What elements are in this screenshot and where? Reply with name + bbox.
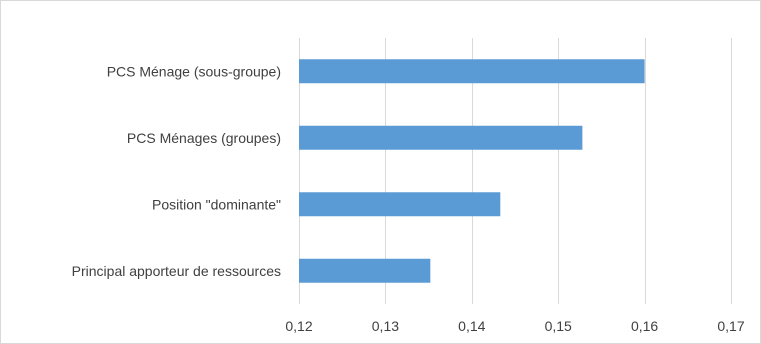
category-labels: PCS Ménage (sous-groupe) PCS Ménages (gro… xyxy=(72,63,281,279)
category-label: Principal apporteur de ressources xyxy=(72,263,281,279)
x-tick-label: 0,16 xyxy=(631,318,658,334)
bar xyxy=(299,192,501,217)
x-tick-label: 0,15 xyxy=(545,318,572,334)
bars xyxy=(299,59,645,283)
x-axis-tick-labels: 0,12 0,13 0,14 0,15 0,16 0,17 xyxy=(285,318,744,334)
bar xyxy=(299,59,645,84)
bar xyxy=(299,258,431,283)
category-label: Position "dominante" xyxy=(152,196,281,212)
x-tick-label: 0,17 xyxy=(717,318,744,334)
category-label: PCS Ménages (groupes) xyxy=(127,130,281,146)
x-tick-label: 0,13 xyxy=(372,318,399,334)
bar xyxy=(299,125,583,150)
x-tick-label: 0,12 xyxy=(285,318,312,334)
category-label: PCS Ménage (sous-groupe) xyxy=(107,63,281,79)
x-tick-label: 0,14 xyxy=(458,318,485,334)
